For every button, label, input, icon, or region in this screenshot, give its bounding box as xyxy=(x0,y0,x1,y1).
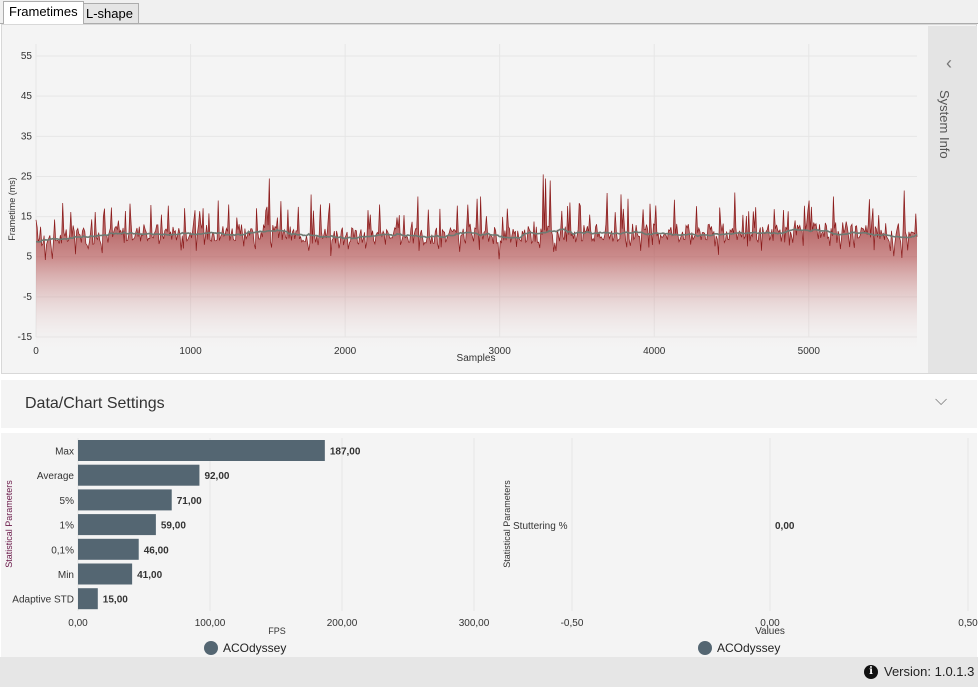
chevron-down-icon[interactable]: ⌵ xyxy=(935,392,948,409)
fps-x-tick-label: 0,00 xyxy=(68,618,88,629)
fps-value-label: 71,00 xyxy=(177,496,202,507)
fps-x-axis-label: FPS xyxy=(268,626,286,636)
stutter-y-axis-label: Statistical Parameters xyxy=(502,480,512,568)
frametime-y-tick-label: -5 xyxy=(23,292,32,303)
frametime-area xyxy=(36,174,917,349)
stuttering-chart: Stuttering % 0,00 -0,50 0,00 0,50 Statistic… xyxy=(502,438,978,655)
frametime-x-tick-label: 1000 xyxy=(179,346,202,357)
frametime-y-tick-label: 35 xyxy=(21,131,33,142)
info-icon: i xyxy=(864,665,878,679)
fps-bar-chart: Max 187,00 Average 92,00 5% 71,00 1% 59,00 0,1% 4… xyxy=(4,438,490,655)
fps-value-label: 15,00 xyxy=(103,595,128,606)
data-chart-settings-toggle[interactable]: Data/Chart Settings ⌵ xyxy=(1,380,977,428)
frametime-chart: 55 45 35 25 15 5 -5 -15 0 1000 2000 3000 4000 5000 F… xyxy=(7,44,918,364)
fps-category-label: 1% xyxy=(60,521,75,532)
fps-value-label: 59,00 xyxy=(161,521,186,532)
fps-bar[interactable] xyxy=(78,464,200,486)
frametime-x-tick-label: 5000 xyxy=(798,346,821,357)
frametime-x-tick-label: 0 xyxy=(33,346,39,357)
fps-legend-label[interactable]: ACOdyssey xyxy=(223,641,286,655)
fps-category-label: Adaptive STD xyxy=(12,595,74,606)
tab-bar: Frametimes L-shape xyxy=(0,0,978,24)
frametime-series-line xyxy=(35,174,918,261)
fps-category-label: 0,1% xyxy=(51,545,74,556)
frametime-y-tick-label: 5 xyxy=(26,252,32,263)
fps-value-label: 46,00 xyxy=(144,545,169,556)
fps-category-label: Min xyxy=(58,570,74,581)
fps-x-tick-label: 200,00 xyxy=(327,618,358,629)
fps-bar[interactable] xyxy=(78,588,98,610)
frametime-moving-average xyxy=(36,228,918,243)
settings-label: Data/Chart Settings xyxy=(25,395,165,412)
tab-l-shape[interactable]: L-shape xyxy=(80,3,139,23)
fps-value-label: 187,00 xyxy=(330,447,361,458)
system-info-panel[interactable]: ‹ System Info xyxy=(928,26,977,373)
fps-category-label: Max xyxy=(55,447,74,458)
tab-frametimes[interactable]: Frametimes xyxy=(3,1,84,24)
stutter-category-label: Stuttering % xyxy=(513,521,568,532)
fps-legend-swatch[interactable] xyxy=(204,641,218,655)
frametime-x-tick-label: 4000 xyxy=(643,346,666,357)
system-info-label: System Info xyxy=(937,90,952,159)
frametime-y-axis-label: Frametime (ms) xyxy=(7,177,17,241)
fps-category-label: Average xyxy=(37,471,75,482)
frametime-y-tick-label: 55 xyxy=(21,51,33,62)
stutter-x-tick-label: 0,50 xyxy=(958,618,978,629)
fps-bar[interactable] xyxy=(78,440,325,461)
stutter-x-axis-label: Values xyxy=(755,626,785,637)
stutter-x-tick-label: 0,00 xyxy=(760,618,780,629)
frametime-y-tick-label: 45 xyxy=(21,91,33,102)
stutter-value-label: 0,00 xyxy=(775,521,795,532)
fps-bar[interactable] xyxy=(78,563,133,585)
fps-bar[interactable] xyxy=(78,538,139,560)
fps-x-tick-label: 100,00 xyxy=(195,618,226,629)
fps-bar[interactable] xyxy=(78,489,172,511)
chevron-left-icon[interactable]: ‹ xyxy=(946,53,952,73)
fps-y-axis-label: Statistical Parameters xyxy=(4,480,14,568)
frametime-y-tick-label: -15 xyxy=(18,332,33,343)
status-bar: i Version: 1.0.1.3 xyxy=(0,657,978,687)
version-number: 1.0.1.3 xyxy=(934,664,975,679)
frametime-x-axis-label: Samples xyxy=(457,353,496,364)
stutter-x-tick-label: -0,50 xyxy=(561,618,584,629)
fps-value-label: 41,00 xyxy=(137,570,162,581)
fps-x-tick-label: 300,00 xyxy=(459,618,490,629)
version-label: Version: xyxy=(884,664,931,679)
fps-category-label: 5% xyxy=(60,496,75,507)
stutter-legend-swatch[interactable] xyxy=(698,641,712,655)
frametime-y-tick-label: 25 xyxy=(21,171,33,182)
frametime-x-tick-label: 3000 xyxy=(489,346,512,357)
version-text: Version: 1.0.1.3 xyxy=(884,664,974,679)
frametime-x-tick-label: 2000 xyxy=(334,346,357,357)
stutter-legend-label[interactable]: ACOdyssey xyxy=(717,641,780,655)
fps-bar[interactable] xyxy=(78,514,156,536)
frametime-y-tick-label: 15 xyxy=(21,212,33,223)
fps-value-label: 92,00 xyxy=(204,471,229,482)
